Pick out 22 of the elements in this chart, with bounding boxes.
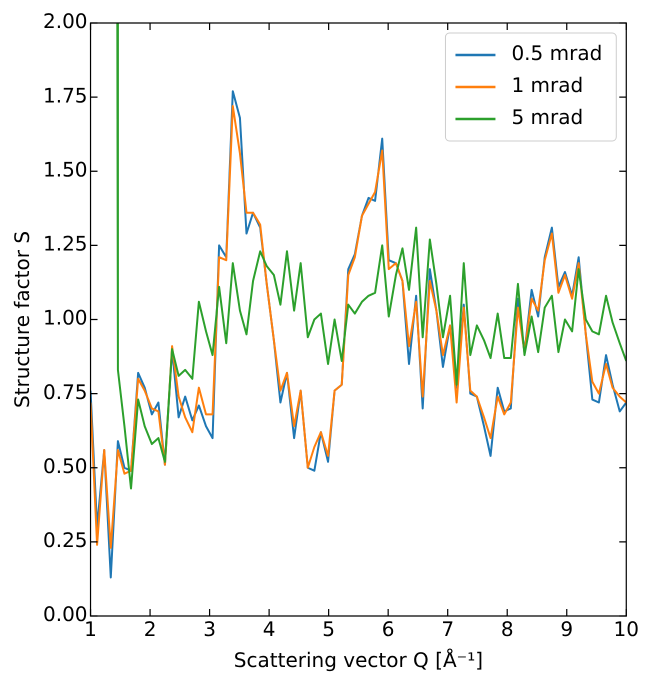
x-tick-label: 7 (441, 617, 454, 642)
y-tick-label: 2.00 (43, 9, 88, 34)
legend-label: 0.5 mrad (511, 41, 602, 66)
y-tick-label: 0.75 (43, 380, 88, 404)
x-tick-label: 3 (203, 617, 216, 642)
y-tick-label: 0.50 (43, 454, 88, 478)
x-tick-label: 9 (560, 617, 574, 642)
x-axis-title: Scattering vector Q [Å⁻¹] (234, 648, 484, 672)
x-tick-label: 2 (144, 617, 156, 642)
x-tick-label: 4 (262, 617, 276, 642)
x-tick-label: 5 (322, 617, 336, 642)
y-tick-label: 1.50 (43, 157, 88, 182)
y-tick-label: 0.25 (43, 528, 88, 552)
y-tick-label: 1.00 (43, 306, 88, 330)
x-tick-label: 8 (500, 617, 514, 642)
x-tick-label: 10 (614, 617, 639, 642)
x-tick-label: 6 (382, 617, 395, 642)
legend-label: 5 mrad (511, 105, 584, 130)
y-tick-label: 1.75 (43, 83, 88, 108)
y-axis-title: Structure factor S (10, 230, 34, 408)
legend-label: 1 mrad (511, 73, 584, 98)
y-tick-label: 1.25 (43, 232, 88, 256)
